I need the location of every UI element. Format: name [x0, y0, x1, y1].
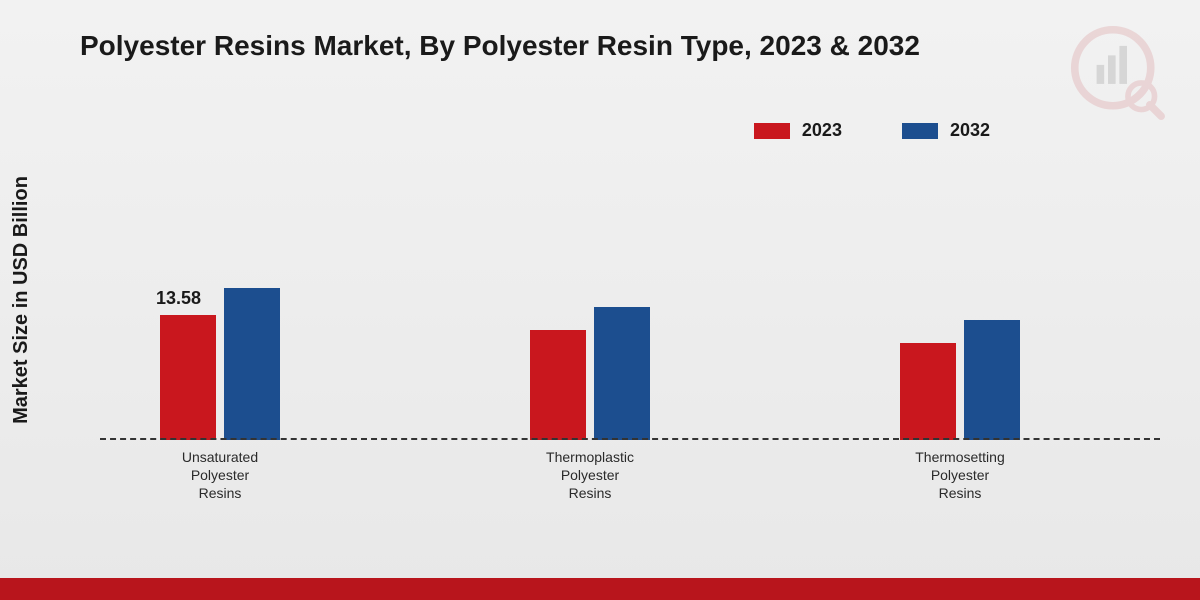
legend-label-2032: 2032	[950, 120, 990, 141]
bar-group	[900, 320, 1020, 440]
legend: 2023 2032	[754, 120, 990, 141]
legend-swatch-2023	[754, 123, 790, 139]
bar	[900, 343, 956, 440]
legend-item-2023: 2023	[754, 120, 842, 141]
bar	[530, 330, 586, 440]
legend-swatch-2032	[902, 123, 938, 139]
bar	[594, 307, 650, 440]
footer-bar	[0, 578, 1200, 600]
legend-item-2032: 2032	[902, 120, 990, 141]
chart-area: 13.58	[100, 160, 1160, 440]
baseline	[100, 438, 1160, 440]
bar	[964, 320, 1020, 440]
x-tick-label: ThermosettingPolyesterResins	[900, 448, 1020, 503]
bar	[160, 315, 216, 440]
x-tick-label: ThermoplasticPolyesterResins	[530, 448, 650, 503]
x-tick-label: UnsaturatedPolyesterResins	[160, 448, 280, 503]
chart-title: Polyester Resins Market, By Polyester Re…	[80, 30, 920, 62]
bar-group	[530, 307, 650, 440]
watermark-logo	[1070, 25, 1165, 120]
bar-group: 13.58	[160, 288, 280, 440]
y-axis-label: Market Size in USD Billion	[10, 176, 33, 424]
bar	[224, 288, 280, 440]
legend-label-2023: 2023	[802, 120, 842, 141]
data-label: 13.58	[156, 288, 201, 309]
